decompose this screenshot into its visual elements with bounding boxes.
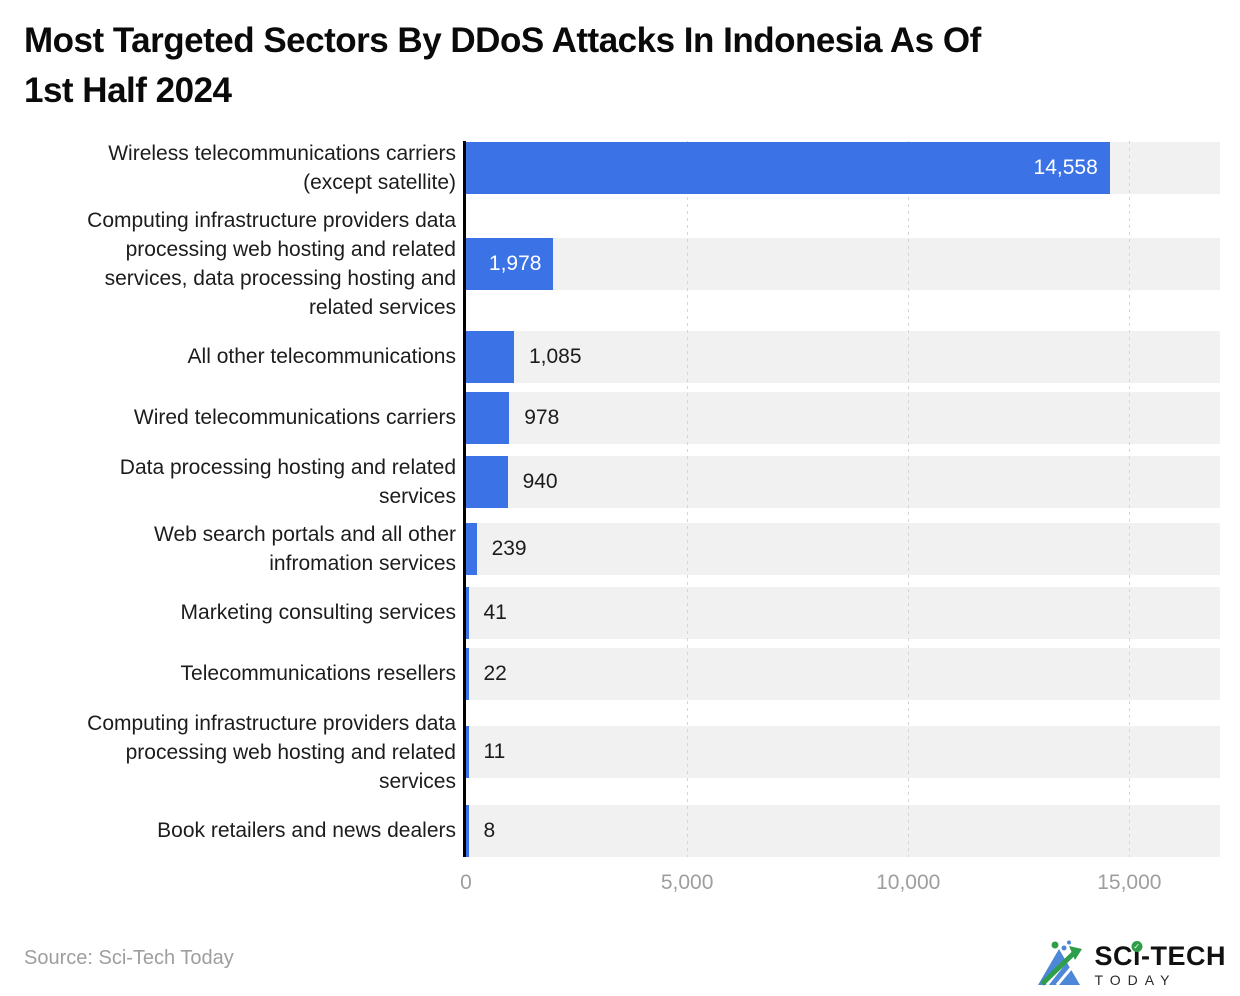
chart-row: All other telecommunications 1,085 (0, 326, 1240, 387)
bar (466, 391, 510, 444)
plot-rows: Wireless telecommunications carriers (ex… (0, 134, 1240, 861)
bar (466, 522, 477, 575)
chart-row: Wired telecommunications carriers 978 (0, 387, 1240, 448)
category-label: Book retailers and news dealers (157, 819, 456, 842)
source-text: Source: Sci-Tech Today (24, 947, 234, 969)
chart-row: Marketing consulting services 41 (0, 582, 1240, 643)
category-label: Web search portals and all other infroma… (154, 522, 456, 575)
plot-area: Wireless telecommunications carriers (ex… (0, 134, 1240, 861)
bar (466, 455, 508, 508)
category-label: Wireless telecommunications carriers (ex… (108, 141, 456, 194)
bar (466, 647, 469, 700)
x-tick-label: 0 (460, 871, 472, 894)
bar (466, 804, 469, 857)
value-label: 1,978 (488, 251, 542, 275)
category-label: Data processing hosting and related serv… (119, 455, 456, 508)
category-label: Wired telecommunications carriers (133, 406, 456, 429)
category-label: Telecommunications resellers (180, 662, 456, 685)
category-label: Marketing consulting services (180, 601, 456, 624)
logo-i-letter: i (1132, 940, 1141, 971)
row-band: 1,978 (466, 237, 1220, 290)
row-band: 14,558 (466, 141, 1220, 194)
page-title: Most Targeted Sectors By DDoS Attacks In… (24, 21, 981, 110)
category-label: Computing infrastructure providers data … (87, 711, 456, 793)
value-label: 41 (483, 600, 507, 624)
bar (466, 330, 514, 383)
value-label: 14,558 (1033, 155, 1098, 179)
row-band: 940 (466, 455, 1220, 508)
category-label: Computing infrastructure providers data … (87, 208, 456, 319)
sci-tech-today-logo: SCi ✓ -TECH TODAY (1036, 940, 1226, 988)
mountain-arrow-logo-icon (1038, 940, 1083, 986)
row-band: 978 (466, 391, 1220, 444)
check-icon: ✓ (1131, 940, 1143, 952)
chart-page: Most Targeted Sectors By DDoS Attacks In… (0, 16, 1240, 988)
bar: 14,558 (466, 141, 1110, 194)
footer: Source: Sci-Tech Today SCi ✓ -TECH TODAY (0, 922, 1240, 996)
value-label: 239 (491, 536, 527, 560)
row-band: 1,085 (466, 330, 1220, 383)
value-label: 940 (522, 469, 558, 493)
row-band: 11 (466, 726, 1220, 778)
category-label: All other telecommunications (187, 345, 456, 368)
logo-text: SCi ✓ -TECH TODAY (1094, 940, 1226, 988)
chart-row: Web search portals and all other infroma… (0, 515, 1240, 582)
logo-brand: SCi ✓ -TECH (1094, 940, 1226, 971)
chart-row: Data processing hosting and related serv… (0, 448, 1240, 515)
bar (466, 726, 469, 778)
value-label: 22 (483, 661, 507, 685)
row-band: 8 (466, 804, 1220, 857)
value-label: 11 (483, 740, 506, 763)
chart-row: Computing infrastructure providers data … (0, 201, 1240, 326)
value-label: 978 (524, 405, 560, 429)
x-tick-label: 5,000 (660, 871, 714, 894)
value-label: 8 (483, 818, 496, 842)
bar (466, 586, 469, 639)
chart-row: Telecommunications resellers 22 (0, 643, 1240, 704)
row-band: 239 (466, 522, 1220, 575)
row-band: 41 (466, 586, 1220, 639)
bar-chart: Wireless telecommunications carriers (ex… (0, 134, 1240, 901)
bar: 1,978 (466, 237, 554, 290)
chart-row: Book retailers and news dealers 8 (0, 800, 1240, 861)
x-axis: 0 5,000 10,000 15,000 (460, 871, 1220, 901)
x-tick-label: 15,000 (1097, 871, 1162, 894)
chart-row: Wireless telecommunications carriers (ex… (0, 134, 1240, 201)
x-tick-label: 10,000 (876, 871, 941, 894)
chart-row: Computing infrastructure providers data … (0, 704, 1240, 800)
row-band: 22 (466, 647, 1220, 700)
value-label: 1,085 (528, 344, 582, 368)
